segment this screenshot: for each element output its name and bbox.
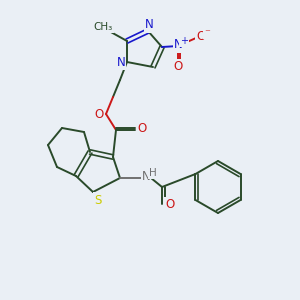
- Text: S: S: [94, 194, 102, 206]
- Text: N: N: [142, 170, 150, 184]
- Text: CH₃: CH₃: [93, 22, 112, 32]
- Text: O: O: [173, 61, 183, 74]
- Text: H: H: [149, 168, 157, 178]
- Text: ⁻: ⁻: [204, 28, 210, 38]
- Text: N: N: [117, 56, 125, 68]
- Text: O: O: [94, 107, 103, 121]
- Text: N: N: [174, 38, 182, 52]
- Text: O: O: [196, 31, 206, 44]
- Text: O: O: [137, 122, 147, 136]
- Text: +: +: [180, 36, 188, 46]
- Text: O: O: [165, 199, 175, 212]
- Text: N: N: [145, 19, 153, 32]
